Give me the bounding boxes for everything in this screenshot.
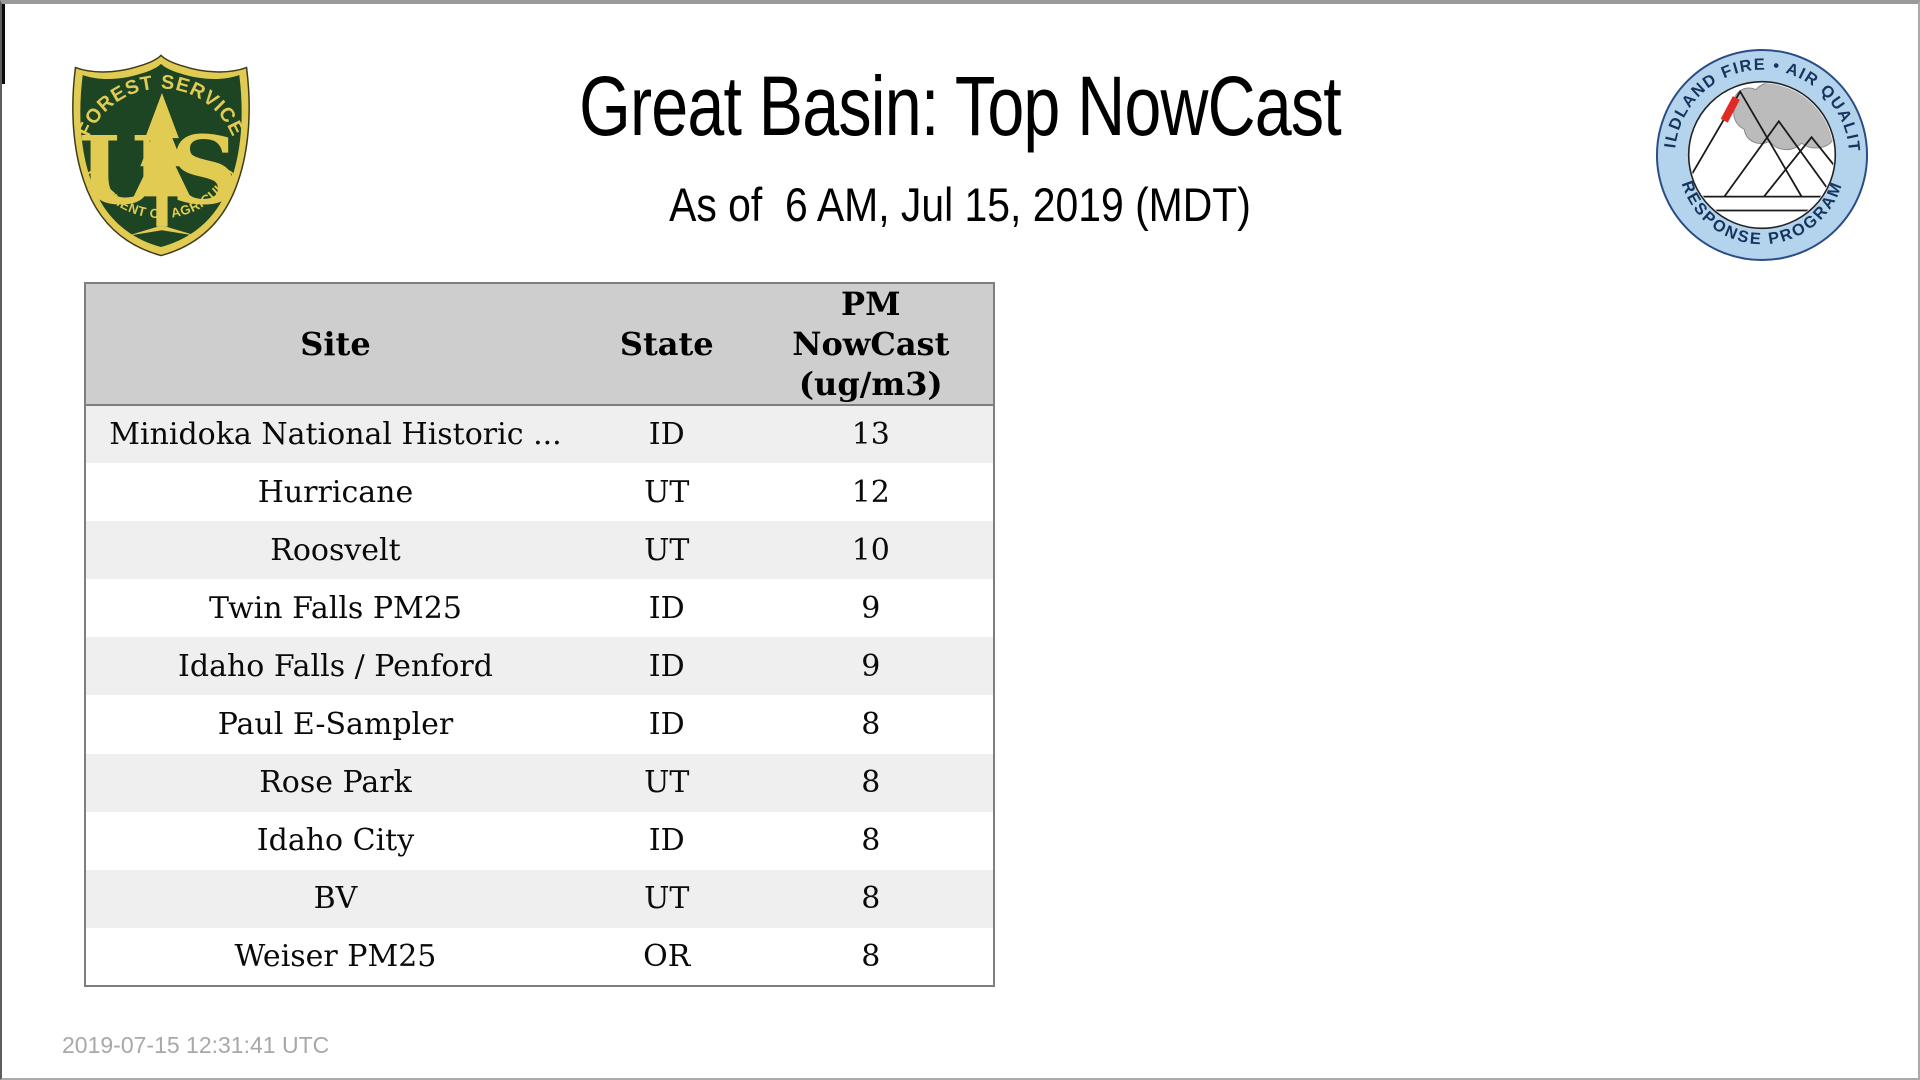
value-cell: 8 bbox=[861, 881, 881, 917]
value-cell: 8 bbox=[861, 938, 881, 974]
state-cell: OR bbox=[643, 938, 691, 974]
state-cell: UT bbox=[644, 881, 690, 917]
value-cell: 10 bbox=[851, 532, 890, 568]
value-cell: 12 bbox=[851, 474, 890, 510]
usfs-tree-icon bbox=[127, 92, 197, 236]
state-cell: UT bbox=[644, 765, 690, 801]
page-title: Great Basin: Top NowCast bbox=[579, 59, 1342, 153]
wfaqrp-badge-icon: WILDLAND FIRE • AIR QUALITY RESPONSE PRO… bbox=[1653, 46, 1869, 262]
site-cell: Roosvelt bbox=[270, 532, 401, 568]
page-subtitle: As of 6 AM, Jul 15, 2019 (MDT) bbox=[669, 178, 1251, 231]
state-cell: ID bbox=[648, 590, 685, 626]
header-pm-line2: NowCast bbox=[792, 325, 950, 363]
site-cell: Weiser PM25 bbox=[234, 938, 437, 974]
table-row: Twin Falls PM25 ID 9 bbox=[85, 579, 994, 638]
header-pm-line1: PM bbox=[841, 285, 901, 323]
table-row: Idaho Falls / Penford ID 9 bbox=[85, 637, 994, 696]
value-cell: 9 bbox=[861, 590, 881, 626]
header-pm-nowcast: PM NowCast (ug/m3) bbox=[748, 283, 994, 406]
table-row: Paul E-Sampler ID 8 bbox=[85, 695, 994, 754]
value-cell: 8 bbox=[861, 765, 881, 801]
site-cell: Paul E-Sampler bbox=[217, 707, 454, 743]
header-pm-line3: (ug/m3) bbox=[798, 365, 943, 403]
table-header-row: Site State PM NowCast (ug/m3) bbox=[85, 283, 994, 406]
table-row: Weiser PM25 OR 8 bbox=[85, 927, 994, 986]
state-cell: ID bbox=[648, 823, 685, 859]
table-row: Hurricane UT 12 bbox=[85, 463, 994, 522]
table-row: Roosvelt UT 10 bbox=[85, 521, 994, 580]
table-body: Minidoka National Historic ... ID 13 Hur… bbox=[85, 405, 994, 986]
state-cell: UT bbox=[644, 474, 690, 510]
value-cell: 8 bbox=[861, 823, 881, 859]
site-cell: Minidoka National Historic ... bbox=[109, 417, 562, 453]
header-state: State bbox=[584, 283, 749, 406]
site-cell: Idaho City bbox=[256, 823, 415, 859]
value-cell: 9 bbox=[861, 648, 881, 684]
value-cell: 8 bbox=[861, 707, 881, 743]
usfs-letter-s: S bbox=[170, 116, 238, 226]
site-cell: Twin Falls PM25 bbox=[209, 590, 462, 626]
nowcast-table: Site State PM NowCast (ug/m3) Minidoka N… bbox=[84, 282, 995, 987]
state-cell: ID bbox=[648, 648, 685, 684]
usfs-shield-icon: FOREST SERVICE DEPARTMENT OF AGRICULTURE… bbox=[67, 49, 250, 257]
site-cell: Rose Park bbox=[259, 765, 412, 801]
site-cell: Hurricane bbox=[257, 474, 414, 510]
state-cell: ID bbox=[648, 417, 685, 453]
table-row: BV UT 8 bbox=[85, 869, 994, 928]
header-site: Site bbox=[85, 283, 585, 406]
site-cell: BV bbox=[313, 881, 358, 917]
table-row: Minidoka National Historic ... ID 13 bbox=[85, 405, 994, 464]
left-edge-artifact bbox=[2, 4, 5, 84]
fire-mark-icon bbox=[1720, 96, 1740, 123]
state-cell: ID bbox=[648, 707, 685, 743]
site-cell: Idaho Falls / Penford bbox=[178, 648, 493, 684]
table-row: Idaho City ID 8 bbox=[85, 811, 994, 870]
value-cell: 13 bbox=[851, 417, 890, 453]
generated-timestamp: 2019-07-15 12:31:41 UTC bbox=[62, 1032, 330, 1058]
table-row: Rose Park UT 8 bbox=[85, 753, 994, 812]
state-cell: UT bbox=[644, 532, 690, 568]
